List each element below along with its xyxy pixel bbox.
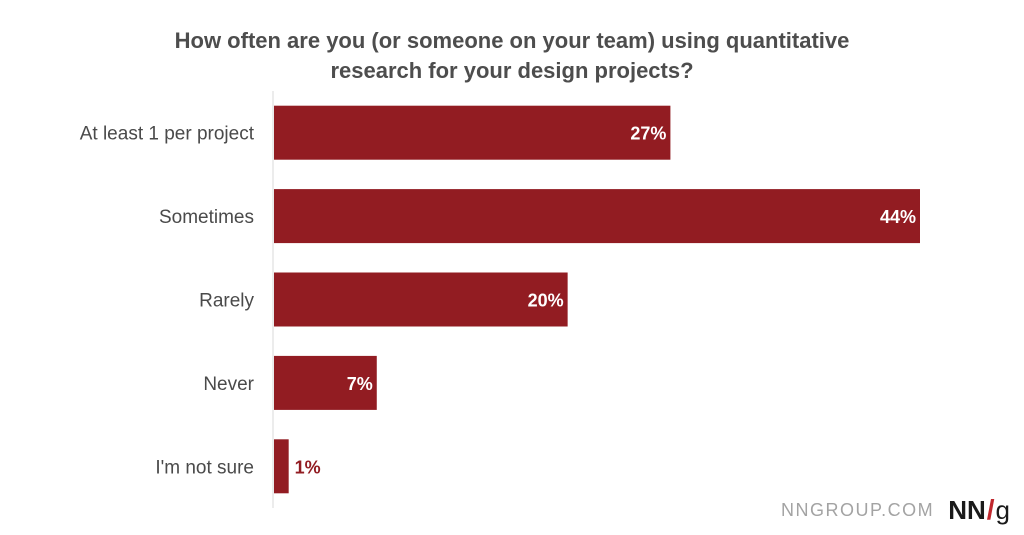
chart-title-line-2: research for your design projects? [330, 58, 694, 83]
logo-letter-n1: N [948, 495, 967, 525]
site-name: NNGROUP.COM [781, 499, 935, 520]
category-label: Rarely [199, 291, 254, 312]
value-label: 7% [347, 374, 373, 394]
bar [274, 272, 568, 327]
bar [274, 355, 377, 410]
chart-title-line-1: How often are you (or someone on your te… [174, 28, 850, 53]
chart-title: How often are you (or someone on your te… [0, 26, 1024, 86]
value-label: 20% [528, 291, 564, 311]
value-label: 1% [295, 457, 321, 477]
logo-letter-n2: N [966, 495, 986, 525]
category-label: At least 1 per project [80, 124, 255, 145]
footer: NNGROUP.COM N N / g [781, 494, 1010, 526]
logo-letter-g: g [995, 495, 1010, 525]
bar [274, 439, 289, 494]
nng-logo: N N / g [948, 494, 1010, 526]
value-label: 44% [880, 207, 916, 227]
bar [274, 189, 920, 244]
bar [274, 105, 671, 160]
category-label: Never [203, 374, 254, 395]
value-label: 27% [630, 124, 666, 144]
category-label: I'm not sure [155, 457, 254, 478]
category-label: Sometimes [159, 207, 254, 228]
logo-slash: / [986, 494, 995, 525]
